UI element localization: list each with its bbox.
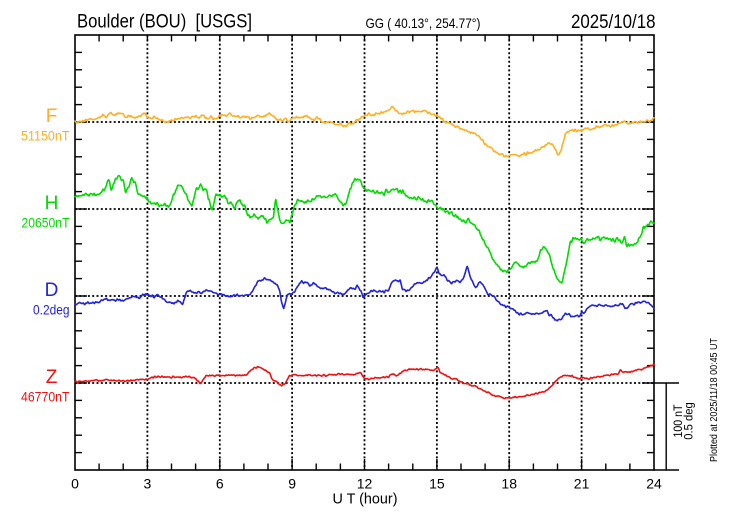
svg-text:0: 0 (71, 476, 79, 492)
svg-text:GG ( 40.13°, 254.77°): GG ( 40.13°, 254.77°) (366, 15, 481, 31)
svg-text:0.2deg: 0.2deg (33, 302, 70, 317)
svg-text:46770nT: 46770nT (21, 389, 70, 404)
svg-text:3: 3 (144, 476, 152, 492)
svg-text:21: 21 (574, 476, 590, 492)
svg-text:Boulder (BOU) [USGS]: Boulder (BOU) [USGS] (77, 11, 252, 33)
svg-text:51150nT: 51150nT (21, 128, 70, 143)
svg-text:U T (hour): U T (hour) (333, 491, 398, 508)
svg-text:15: 15 (429, 476, 445, 492)
svg-text:Plotted at 2025/11/18 00:45 UT: Plotted at 2025/11/18 00:45 UT (709, 338, 720, 462)
svg-text:D: D (45, 280, 59, 301)
svg-text:18: 18 (501, 476, 517, 492)
svg-text:0.5 deg: 0.5 deg (684, 402, 696, 440)
svg-text:2025/10/18: 2025/10/18 (571, 12, 656, 33)
svg-text:H: H (45, 193, 59, 214)
svg-text:100 nT: 100 nT (673, 405, 685, 438)
svg-text:12: 12 (357, 476, 373, 492)
svg-text:9: 9 (288, 476, 296, 492)
svg-text:24: 24 (646, 476, 662, 492)
svg-text:F: F (46, 106, 58, 127)
svg-text:6: 6 (216, 476, 224, 492)
svg-text:Z: Z (46, 367, 58, 388)
svg-text:20650nT: 20650nT (22, 215, 70, 230)
